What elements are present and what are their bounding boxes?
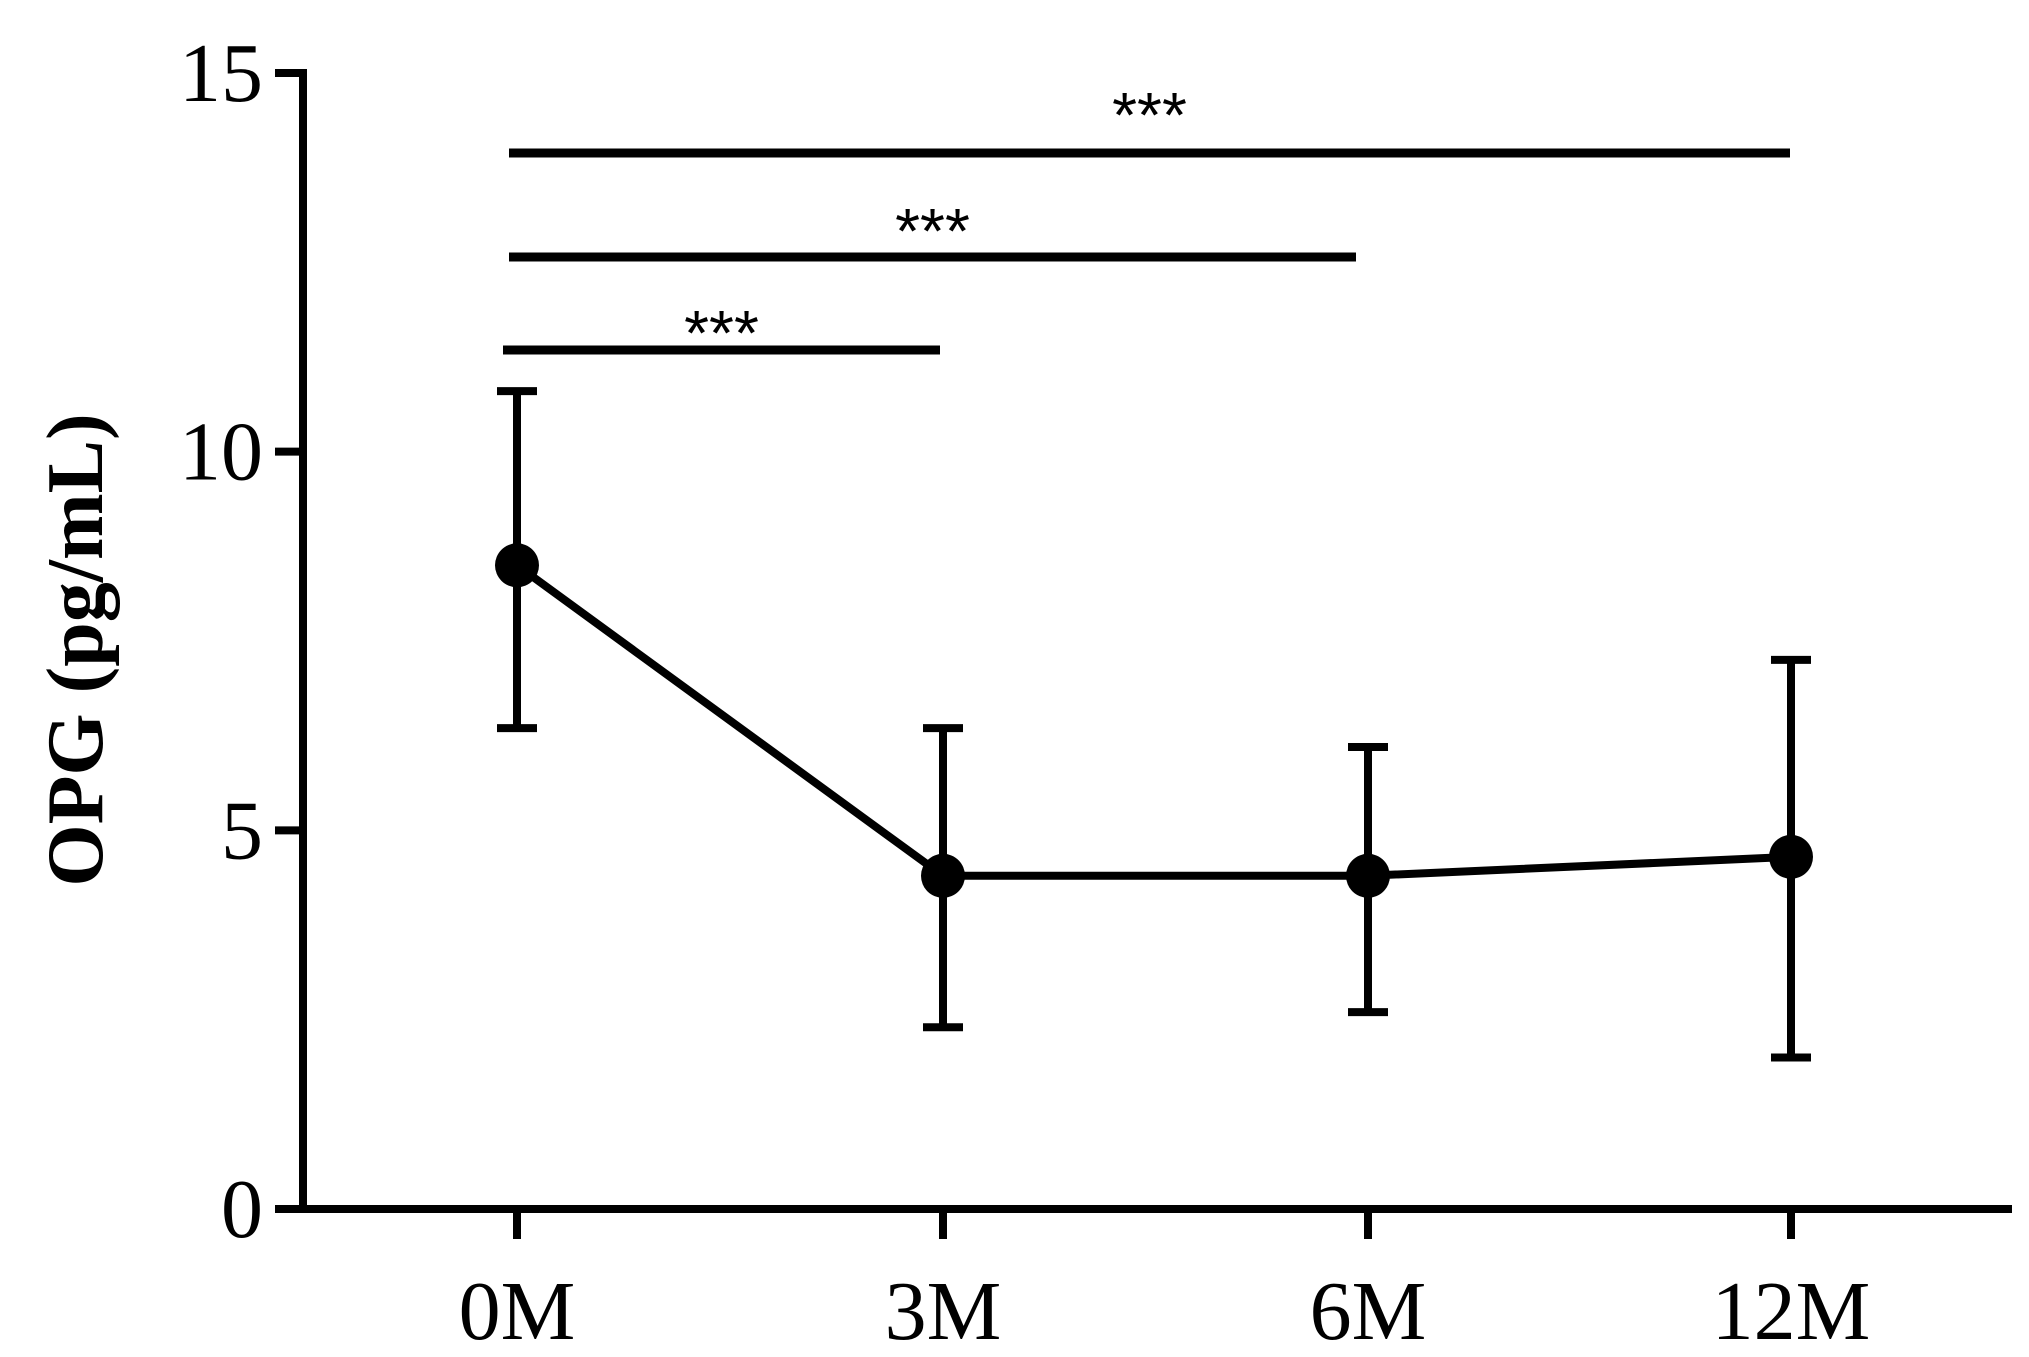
x-tick-label: 0M	[459, 1265, 576, 1357]
x-tick-label: 3M	[885, 1265, 1002, 1357]
y-axis-title: OPG (pg/mL)	[32, 413, 120, 886]
y-tick-label: 15	[179, 27, 263, 120]
data-point	[1769, 834, 1813, 879]
data-point	[921, 853, 965, 898]
y-tick-label: 5	[221, 784, 263, 877]
y-tick-label: 10	[179, 406, 263, 499]
x-tick-label: 6M	[1310, 1265, 1427, 1357]
significance-label: ***	[684, 297, 759, 369]
significance-label: ***	[895, 195, 970, 267]
plot-area	[495, 387, 1813, 1062]
series-line	[514, 562, 1792, 880]
significance-bars: *** *** ***	[503, 79, 1790, 369]
axes: 0 5 10 15 0M 3M 6M 12M	[179, 27, 2012, 1357]
data-point	[495, 543, 539, 588]
data-point	[1346, 853, 1390, 898]
y-tick-label: 0	[221, 1163, 263, 1256]
x-tick-label: 12M	[1712, 1265, 1871, 1357]
significance-label: ***	[1112, 79, 1187, 151]
